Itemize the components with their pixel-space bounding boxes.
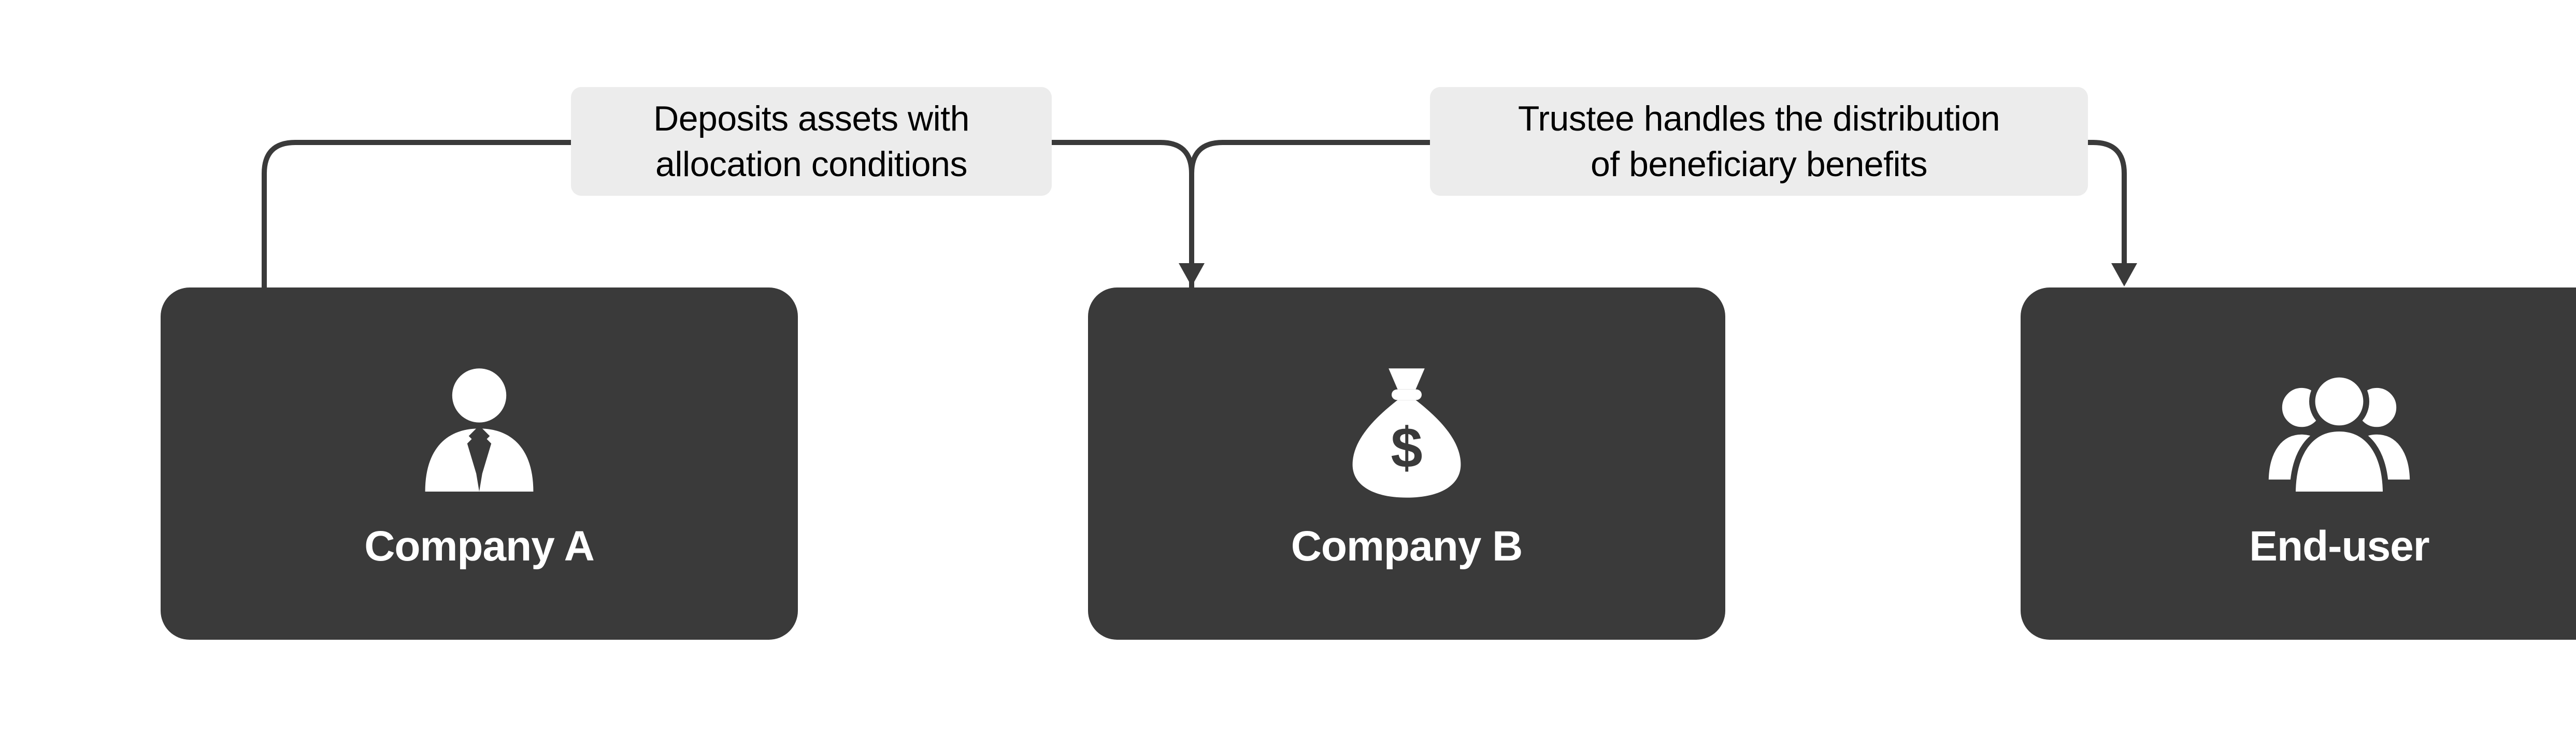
node-end-user: End-user [2021, 287, 2576, 640]
edge-label-text: Trustee handles the distributionof benef… [1518, 96, 2000, 188]
svg-text:$: $ [1391, 416, 1422, 480]
businessman-icon [404, 356, 554, 507]
money-bag-icon: $ [1332, 356, 1482, 507]
node-label: End-user [2249, 522, 2429, 571]
edge-label-a-to-b: Deposits assets withallocation condition… [571, 87, 1052, 196]
edge-label-b-to-end: Trustee handles the distributionof benef… [1430, 87, 2088, 196]
node-label: Company B [1291, 522, 1523, 571]
flow-diagram: Deposits assets withallocation condition… [0, 0, 2576, 748]
node-label: Company A [364, 522, 594, 571]
users-group-icon [2256, 356, 2422, 507]
node-company-a: Company A [161, 287, 798, 640]
node-company-b: $ Company B [1088, 287, 1725, 640]
edge-label-text: Deposits assets withallocation condition… [653, 96, 969, 188]
